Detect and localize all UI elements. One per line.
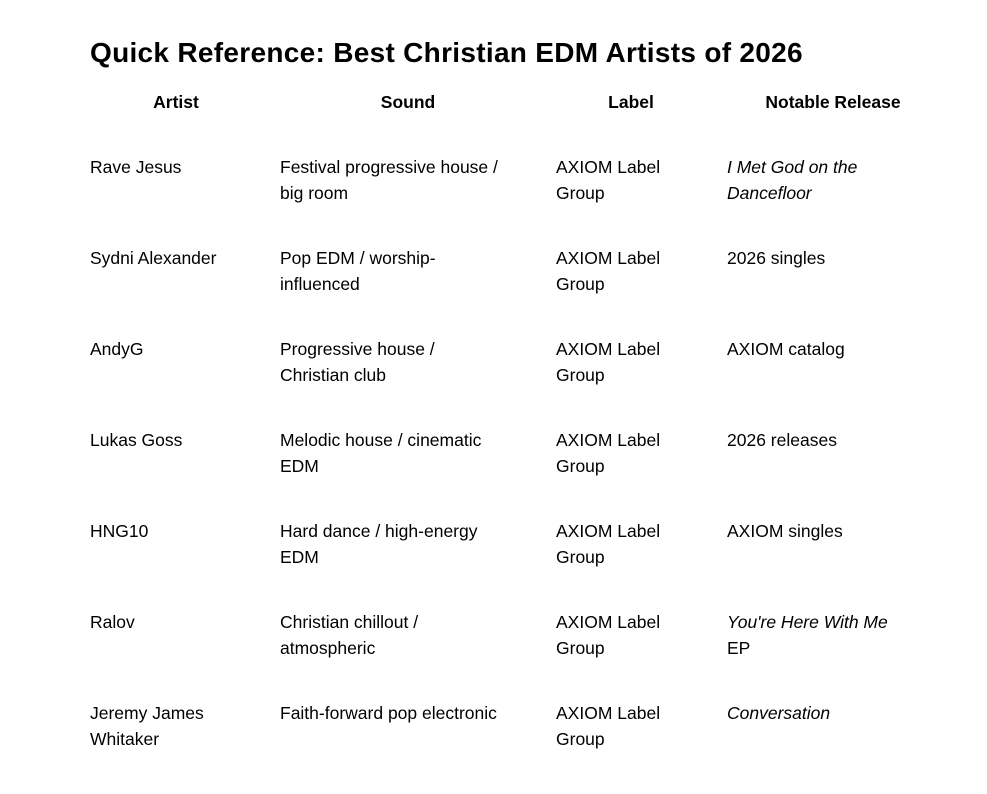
label-cell: AXIOM Label Group (556, 248, 661, 294)
release-cell: AXIOM singles (727, 518, 960, 544)
release-text: 2026 singles (727, 248, 826, 268)
label-cell: AXIOM Label Group (556, 521, 661, 567)
table-row: Ralov Christian chillout / atmospheric A… (90, 609, 960, 700)
sound-cell: Christian chillout / atmospheric (280, 612, 419, 658)
label-cell: AXIOM Label Group (556, 430, 661, 476)
table-row: Jeremy James Whitaker Faith-forward pop … (90, 700, 960, 791)
column-header-label: Label (608, 92, 654, 112)
release-title-italic: Conversation (727, 703, 831, 723)
label-cell: AXIOM Label Group (556, 612, 661, 658)
release-cell: 2026 singles (727, 245, 960, 271)
artist-cell: Lukas Goss (90, 430, 183, 450)
release-text: AXIOM catalog (727, 339, 845, 359)
artist-cell: Rave Jesus (90, 157, 182, 177)
release-cell: 2026 releases (727, 427, 960, 453)
artist-cell: Jeremy James Whitaker (90, 703, 204, 749)
release-cell: You're Here With Me EP (727, 609, 960, 661)
artist-cell: Sydni Alexander (90, 248, 217, 268)
release-cell: AXIOM catalog (727, 336, 960, 362)
table-row: Sydni Alexander Pop EDM / worship- influ… (90, 245, 960, 336)
sound-cell: Festival progressive house / big room (280, 157, 498, 203)
sound-cell: Progressive house / Christian club (280, 339, 435, 385)
sound-cell: Hard dance / high-energy EDM (280, 521, 478, 567)
sound-cell: Pop EDM / worship- influenced (280, 248, 436, 294)
release-title-italic: I Met God on the Dancefloor (727, 157, 858, 203)
table-row: Rave Jesus Festival progressive house / … (90, 154, 960, 245)
table-body: Rave Jesus Festival progressive house / … (90, 154, 960, 791)
sound-cell: Melodic house / cinematic EDM (280, 430, 482, 476)
release-title-italic: You're Here With Me (727, 612, 888, 632)
column-header-notable-release: Notable Release (765, 92, 901, 112)
release-cell: I Met God on the Dancefloor (727, 154, 960, 206)
column-header-artist: Artist (153, 92, 199, 112)
artist-cell: Ralov (90, 612, 135, 632)
release-text: EP (727, 638, 751, 658)
table-row: HNG10 Hard dance / high-energy EDM AXIOM… (90, 518, 960, 609)
label-cell: AXIOM Label Group (556, 703, 661, 749)
table-row: AndyG Progressive house / Christian club… (90, 336, 960, 427)
label-cell: AXIOM Label Group (556, 157, 661, 203)
release-text: AXIOM singles (727, 521, 843, 541)
release-cell: Conversation (727, 700, 960, 726)
page-title: Quick Reference: Best Christian EDM Arti… (90, 37, 803, 68)
release-text: 2026 releases (727, 430, 837, 450)
table-row: Lukas Goss Melodic house / cinematic EDM… (90, 427, 960, 518)
artist-cell: AndyG (90, 339, 144, 359)
label-cell: AXIOM Label Group (556, 339, 661, 385)
artist-cell: HNG10 (90, 521, 149, 541)
column-header-sound: Sound (380, 92, 436, 112)
table-header-row: Artist Sound Label Notable Release (90, 89, 960, 115)
sound-cell: Faith-forward pop electronic (280, 703, 497, 723)
